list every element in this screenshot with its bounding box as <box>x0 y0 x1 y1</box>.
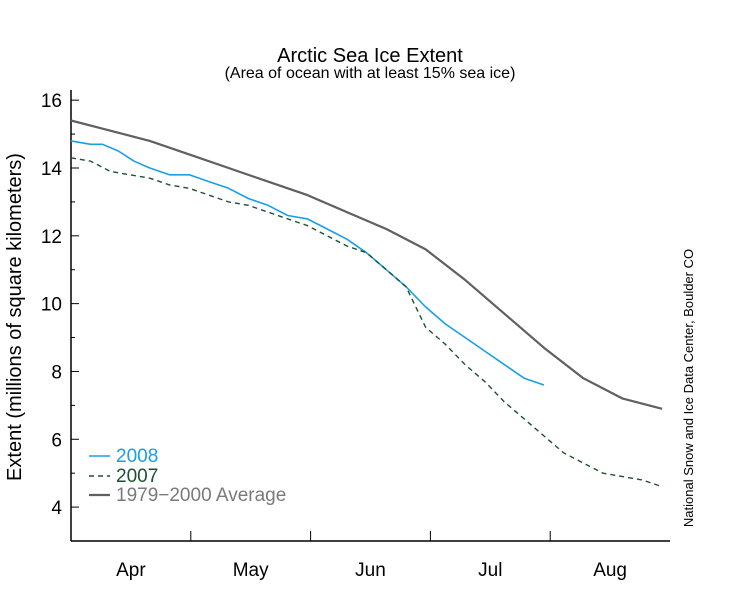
x-tick-label: Jul <box>478 560 502 581</box>
x-tick-label: May <box>233 560 269 581</box>
y-tick-label: 10 <box>41 295 62 316</box>
legend-label: 2007 <box>116 466 158 487</box>
series-line-2 <box>70 157 663 488</box>
series-line-3 <box>70 119 663 410</box>
chart-title: Arctic Sea Ice Extent <box>277 45 463 67</box>
legend-label: 1979−2000 Average <box>116 485 286 506</box>
chart-subtitle: (Area of ocean with at least 15% sea ice… <box>225 65 516 82</box>
axes <box>70 90 670 542</box>
credit-text: National Snow and Ice Data Center, Bould… <box>681 249 696 527</box>
x-tick-label: Jun <box>355 560 386 581</box>
y-tick-label: 14 <box>41 159 63 180</box>
ticks: 4 6 8 10 12 14 16 Apr May Jun Jul Aug <box>41 91 627 581</box>
y-tick-label: 16 <box>41 91 62 112</box>
legend-label: 2008 <box>116 446 158 467</box>
x-tick-label: Aug <box>593 560 627 581</box>
x-tick-label: Apr <box>116 560 146 581</box>
y-axis-label: Extent (millions of square kilometers) <box>4 153 26 481</box>
y-tick-label: 4 <box>51 498 62 519</box>
y-tick-label: 12 <box>41 227 62 248</box>
y-tick-label: 8 <box>51 362 62 383</box>
series-lines <box>70 119 663 488</box>
series-line-1 <box>70 140 545 386</box>
y-tick-label: 6 <box>51 430 62 451</box>
